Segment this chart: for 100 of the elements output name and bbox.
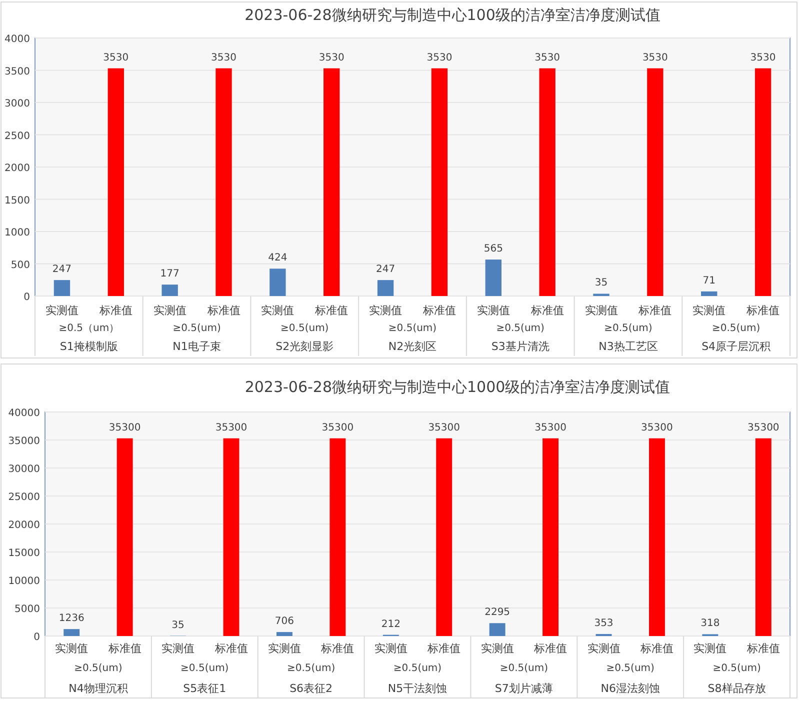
text: ≥0.5(um): [388, 323, 437, 334]
bar: [223, 438, 240, 636]
x-tick-label: 实测值: [587, 642, 620, 655]
x-tick-label: 实测值: [584, 304, 618, 317]
bar: [485, 260, 502, 296]
y-tick-label: 0: [24, 292, 30, 303]
bar: [648, 438, 665, 636]
x-tick-label: 标准值: [746, 642, 780, 655]
text: ≥0.5(um): [604, 323, 652, 334]
bar: [64, 629, 80, 636]
y-tick-label: 4000: [4, 34, 30, 45]
y-tick-label: 1000: [4, 228, 30, 238]
x-tick-label: 实测值: [476, 304, 510, 317]
y-tick-label: 1500: [4, 195, 30, 206]
text: ≥0.5(um): [500, 663, 548, 674]
x-tick-label: 实测值: [162, 642, 195, 655]
y-tick-label: 30000: [8, 464, 40, 475]
x-tick-label: 实测值: [45, 304, 78, 317]
data-label: 318: [700, 618, 720, 630]
data-label: 565: [484, 244, 503, 255]
x-tick-label: 标准值: [107, 642, 142, 655]
data-label: 35300: [641, 422, 673, 434]
x-tick-label: 标准值: [530, 304, 564, 317]
data-label: 35300: [428, 422, 460, 434]
bar: [54, 280, 70, 296]
text: ≥0.5(um): [172, 323, 221, 334]
x-tick-label: 实测值: [480, 642, 514, 655]
x-tick-label: 标准值: [638, 304, 672, 317]
data-label: 35: [594, 278, 608, 289]
data-label: 353: [594, 618, 614, 630]
data-label: 3530: [426, 52, 452, 64]
data-label: 424: [268, 252, 288, 264]
text: N6湿法刻蚀: [600, 682, 660, 695]
bar: [324, 68, 340, 296]
x-tick-label: 标准值: [214, 642, 248, 655]
y-tick-label: 500: [10, 260, 30, 271]
y-tick-label: 15000: [8, 548, 40, 559]
text: N2光刻区: [388, 340, 437, 353]
text: ≥0.5(um): [393, 663, 442, 674]
data-label: 3530: [318, 52, 344, 64]
data-label: 247: [376, 264, 396, 276]
bar: [755, 438, 772, 636]
data-label: 71: [702, 275, 716, 286]
bar: [108, 68, 124, 296]
y-tick-label: 10000: [8, 576, 40, 587]
x-tick-label: 实测值: [374, 642, 408, 655]
data-label: 35300: [747, 422, 780, 434]
x-tick-label: 标准值: [533, 642, 568, 655]
x-tick-label: 标准值: [639, 642, 674, 655]
text: S6表征2: [290, 682, 333, 695]
y-tick-label: 5000: [14, 604, 40, 615]
data-label: 3530: [211, 52, 236, 64]
text: ≥0.5(um): [712, 663, 761, 674]
bar: [116, 438, 133, 636]
text: ≥0.5(um): [496, 323, 545, 334]
x-tick-label: 实测值: [692, 304, 726, 317]
y-tick-label: 0: [34, 632, 40, 643]
text: N4物理沉积: [68, 682, 128, 695]
bar: [270, 268, 286, 296]
text: S8样品存放: [708, 682, 766, 695]
text: ≥0.5(um): [74, 663, 122, 674]
text: N5干法刻蚀: [388, 682, 448, 695]
text: ≥0.5(um): [180, 663, 229, 674]
y-tick-label: 3500: [4, 66, 30, 78]
data-label: 35300: [322, 422, 354, 434]
x-tick-label: 标准值: [422, 304, 456, 317]
y-tick-label: 25000: [8, 492, 40, 503]
bar: [436, 438, 452, 636]
x-tick-label: 标准值: [98, 304, 132, 317]
data-label: 35300: [215, 422, 248, 434]
x-tick-label: 实测值: [694, 642, 727, 655]
bar: [216, 68, 232, 296]
data-label: 35: [172, 620, 184, 631]
data-label: 3530: [642, 52, 668, 64]
bar: [276, 632, 292, 636]
bar: [754, 68, 772, 296]
y-tick-label: 35000: [8, 436, 40, 447]
text: ≥0.5(um): [712, 323, 760, 334]
text: N3热工艺区: [598, 340, 658, 353]
y-tick-label: 40000: [8, 408, 40, 419]
y-tick-label: 3000: [4, 98, 30, 110]
text: S7划片减薄: [494, 682, 553, 695]
data-label: 35300: [534, 422, 566, 434]
text: ≥0.5（um）: [58, 323, 120, 334]
x-tick-label: 实测值: [369, 304, 402, 317]
x-tick-label: 标准值: [314, 304, 348, 317]
y-tick-label: 2500: [4, 130, 30, 142]
data-label: 706: [274, 616, 294, 628]
x-tick-label: 实测值: [153, 304, 186, 317]
text: ≥0.5(um): [606, 663, 655, 674]
data-label: 3530: [750, 52, 776, 64]
x-tick-label: 标准值: [746, 304, 780, 317]
x-tick-label: 实测值: [261, 304, 294, 317]
text: S3基片清洗: [491, 340, 550, 353]
x-tick-label: 标准值: [206, 304, 240, 317]
data-label: 177: [160, 268, 180, 280]
x-tick-label: 标准值: [320, 642, 354, 655]
data-label: 247: [52, 264, 72, 276]
bar: [542, 438, 559, 636]
data-label: 3530: [534, 52, 560, 64]
